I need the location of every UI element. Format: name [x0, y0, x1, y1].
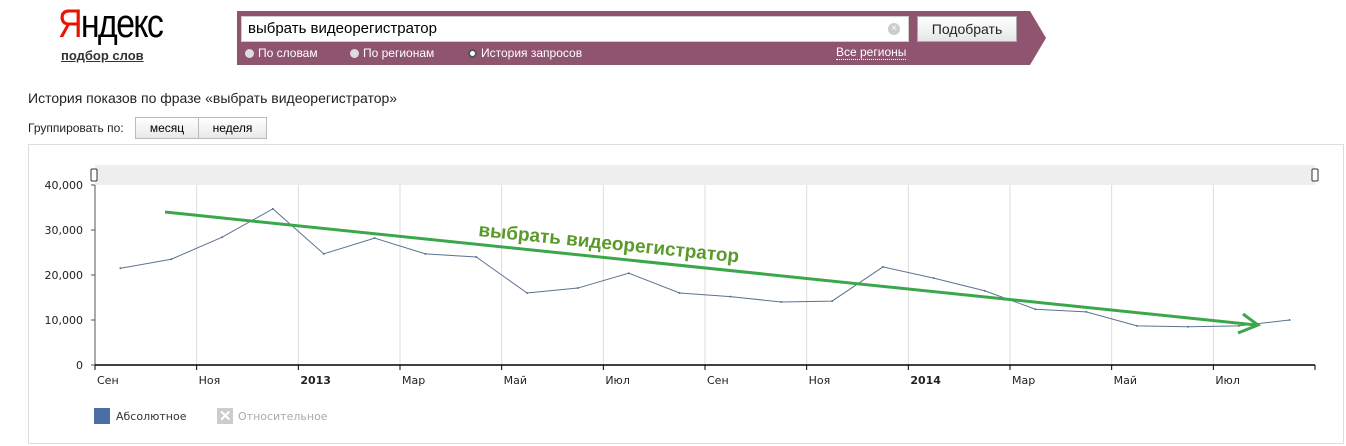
- data-point: [424, 252, 427, 255]
- data-point: [1085, 310, 1088, 313]
- data-point: [475, 256, 478, 258]
- search-value: выбрать видеорегистратор: [248, 20, 437, 37]
- x-tick-label: Сен: [97, 374, 119, 387]
- data-point: [1034, 308, 1037, 311]
- yandex-logo[interactable]: Яндекс: [58, 2, 164, 47]
- radio-icon: [350, 48, 359, 58]
- radio-history[interactable]: История запросов: [468, 46, 582, 60]
- y-tick-label: 30,000: [45, 224, 84, 237]
- data-point: [373, 237, 376, 240]
- wordstat-link[interactable]: подбор слов: [61, 48, 144, 63]
- radio-label: История запросов: [481, 46, 583, 60]
- data-point: [322, 252, 325, 255]
- y-tick-label: 0: [76, 359, 83, 372]
- data-point: [780, 301, 783, 303]
- annotation-trend-arrow: [164, 210, 1257, 327]
- data-point: [729, 295, 732, 298]
- x-tick-label: Ноя: [809, 374, 831, 387]
- annotation-text: выбрать видеорегистратор: [477, 220, 740, 267]
- radio-by-regions[interactable]: По регионам: [350, 46, 434, 60]
- series-line-absolute: [120, 208, 1290, 328]
- group-week-button[interactable]: неделя: [198, 117, 267, 139]
- data-point: [983, 289, 986, 292]
- legend-relative-label: Относительное: [238, 410, 328, 423]
- radio-label: По регионам: [363, 46, 435, 60]
- range-handle-right[interactable]: [1311, 168, 1319, 182]
- legend-absolute-label: Абсолютное: [116, 410, 187, 423]
- x-tick-label: Май: [1114, 374, 1137, 387]
- legend-relative-swatch[interactable]: [217, 408, 233, 424]
- search-input[interactable]: выбрать видеорегистратор ×: [241, 16, 909, 42]
- data-point: [576, 287, 579, 290]
- data-point: [627, 272, 630, 275]
- logo-first-letter: Я: [58, 2, 83, 46]
- page-title: История показов по фразе «выбрать видеор…: [28, 90, 398, 106]
- data-point: [932, 277, 935, 280]
- y-tick-label: 20,000: [45, 269, 84, 282]
- x-tick-label: Ноя: [199, 374, 221, 387]
- x-tick-label: Мар: [1012, 374, 1035, 387]
- data-point: [526, 292, 529, 294]
- submit-button[interactable]: Подобрать: [917, 16, 1017, 42]
- data-point: [881, 265, 884, 268]
- x-tick-label: Июл: [605, 374, 630, 387]
- x-tick-label: Мар: [402, 374, 425, 387]
- radio-label: По словам: [258, 46, 318, 60]
- data-point: [271, 207, 274, 210]
- x-tick-label: 2013: [300, 374, 331, 387]
- data-point: [831, 300, 834, 303]
- chart-container: [28, 144, 1344, 444]
- range-handle-left[interactable]: [90, 168, 98, 182]
- data-point: [1288, 319, 1291, 321]
- group-month-button[interactable]: месяц: [135, 117, 199, 139]
- search-panel: выбрать видеорегистратор × Подобрать По с…: [237, 11, 1046, 65]
- close-x-icon: ✕: [219, 408, 232, 425]
- data-point: [170, 258, 173, 261]
- radio-selected-icon: [468, 48, 477, 58]
- data-point: [119, 267, 122, 270]
- x-tick-label: Июл: [1215, 374, 1240, 387]
- data-point: [221, 236, 224, 239]
- x-tick-label: Май: [504, 374, 527, 387]
- data-point: [678, 292, 681, 294]
- logo-rest: ндекс: [80, 2, 164, 46]
- group-label: Группировать по:: [28, 121, 124, 135]
- x-tick-label: 2014: [910, 374, 941, 387]
- radio-icon: [245, 48, 254, 58]
- data-point: [1237, 324, 1240, 327]
- radio-by-words[interactable]: По словам: [245, 46, 318, 60]
- clear-icon[interactable]: ×: [888, 23, 900, 35]
- data-point: [1136, 324, 1139, 327]
- regions-link[interactable]: Все регионы: [836, 45, 907, 60]
- arrowhead-icon: [1237, 312, 1262, 335]
- y-tick-label: 40,000: [45, 179, 84, 192]
- range-selector-bar: [95, 165, 1315, 185]
- legend-absolute-swatch[interactable]: [94, 408, 110, 424]
- y-tick-label: 10,000: [45, 314, 84, 327]
- x-tick-label: Сен: [707, 374, 729, 387]
- data-point: [1186, 325, 1189, 328]
